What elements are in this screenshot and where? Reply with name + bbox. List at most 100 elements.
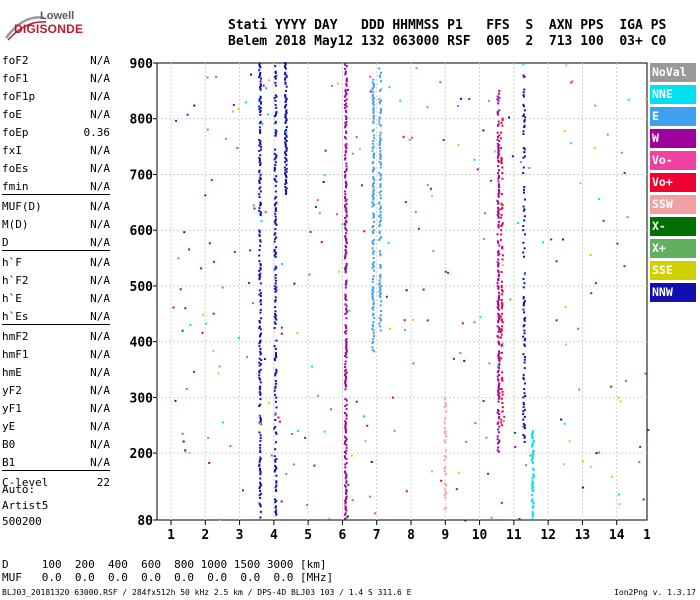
noise-point [511, 155, 514, 158]
echo-point [345, 229, 348, 232]
noise-point [212, 350, 215, 353]
echo-point [496, 428, 499, 431]
echo-point [258, 144, 261, 147]
noise-point [482, 400, 485, 403]
noise-point [610, 475, 613, 478]
echo-point [373, 220, 376, 223]
echo-point [344, 388, 347, 391]
echo-point [497, 389, 500, 392]
echo-point [284, 62, 287, 64]
echo-point [285, 159, 288, 162]
echo-point [531, 501, 534, 504]
echo-point [496, 269, 499, 272]
y-tick-label: 600 [130, 224, 154, 239]
echo-point [344, 253, 347, 256]
echo-point [372, 110, 375, 113]
echo-point [258, 193, 261, 196]
echo-point [344, 382, 347, 385]
echo-point [258, 179, 261, 182]
x-tick-label: 12 [540, 528, 556, 543]
param-name: yE [2, 420, 16, 433]
echo-point [500, 162, 503, 165]
echo-point [345, 183, 348, 186]
noise-point [330, 84, 333, 87]
noise-point [296, 429, 299, 432]
echo-point [344, 346, 347, 349]
echo-point [378, 282, 381, 285]
echo-point [274, 222, 277, 225]
echo-point [378, 74, 381, 77]
noise-point [459, 97, 462, 100]
echo-point [259, 439, 262, 442]
x-tick-label: 4 [270, 528, 278, 543]
echo-point [523, 415, 526, 418]
echo-point [378, 294, 381, 297]
echo-point [500, 284, 503, 287]
echo-point [497, 183, 500, 186]
echo-point [496, 199, 499, 202]
noise-point [569, 81, 572, 84]
echo-point [345, 251, 348, 254]
echo-point [371, 162, 374, 165]
echo-point [258, 161, 261, 164]
echo-point [345, 310, 348, 313]
noise-point [316, 394, 319, 397]
echo-point [344, 70, 347, 73]
param-value: N/A [90, 180, 110, 193]
echo-point [285, 176, 288, 179]
noise-point [277, 416, 280, 419]
echo-point [379, 134, 382, 137]
echo-point [523, 120, 526, 123]
echo-point [500, 229, 503, 232]
noise-point [316, 199, 319, 202]
echo-point [344, 223, 347, 226]
echo-point [285, 167, 288, 170]
plot-frame [156, 62, 648, 521]
echo-point [379, 158, 382, 161]
echo-point [344, 379, 347, 382]
echo-point [258, 235, 261, 238]
echo-point [371, 323, 374, 326]
echo-point [258, 464, 261, 467]
noise-point [525, 464, 528, 467]
echo-point [497, 149, 500, 152]
noise-point [175, 119, 178, 122]
param-name: C-level [2, 476, 49, 489]
echo-point [275, 318, 278, 321]
noise-point [502, 419, 505, 422]
echo-point [379, 137, 382, 140]
echo-point [496, 135, 499, 138]
echo-point [501, 204, 504, 207]
noise-point [237, 108, 240, 111]
echo-point [497, 258, 500, 261]
echo-point [380, 80, 383, 83]
echo-point [345, 347, 348, 350]
echo-point [284, 81, 287, 84]
echo-point [284, 71, 287, 74]
noise-point [410, 136, 413, 139]
echo-point [273, 254, 276, 257]
echo-point [380, 190, 383, 193]
noise-point [252, 204, 255, 207]
echo-point [345, 449, 348, 452]
echo-point [498, 291, 501, 294]
param-value: 0.36 [83, 126, 111, 139]
noise-point [414, 210, 417, 213]
echo-point [259, 239, 262, 242]
echo-point [497, 201, 500, 204]
noise-point [183, 231, 186, 234]
echo-point [523, 367, 526, 370]
noise-point [259, 423, 262, 426]
noise-point [500, 501, 503, 504]
echo-point [372, 264, 375, 267]
echo-point [498, 392, 501, 395]
echo-point [258, 361, 261, 364]
echo-point [273, 240, 276, 243]
echo-point [379, 138, 382, 141]
echo-point [345, 162, 348, 165]
echo-point [345, 492, 348, 495]
noise-point [182, 440, 185, 443]
echo-point [497, 264, 500, 267]
echo-point [345, 417, 348, 420]
echo-point [496, 211, 499, 214]
